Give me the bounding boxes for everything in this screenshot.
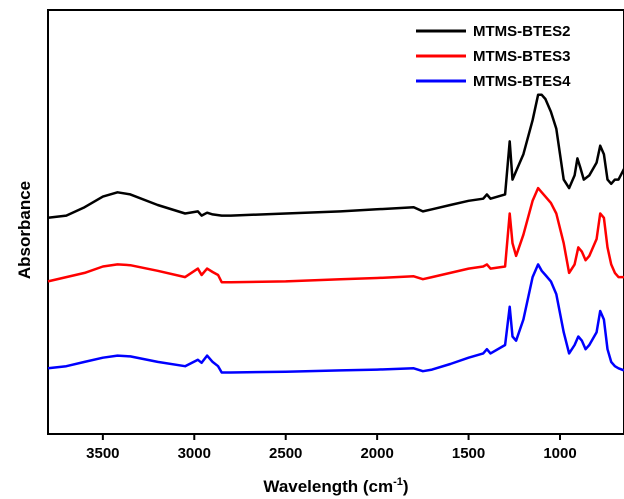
x-axis-label-main: Wavelength (cm (263, 477, 393, 496)
x-axis-label-superscript: -1 (393, 476, 403, 488)
legend-label-2: MTMS-BTES4 (473, 73, 571, 90)
x-tick-label: 2000 (360, 445, 393, 462)
series-line-1 (47, 186, 624, 284)
x-axis-label-close: ) (403, 477, 409, 496)
x-tick-label: 1500 (452, 445, 485, 462)
legend: MTMS-BTES2 MTMS-BTES3 MTMS-BTES4 (416, 23, 571, 90)
plot-frame (47, 9, 624, 435)
x-tick-label: 3500 (86, 445, 119, 462)
x-tick-label: 3000 (178, 445, 211, 462)
x-tick-label: 1000 (543, 445, 576, 462)
y-axis-label: Absorbance (15, 181, 34, 279)
series-layer (47, 93, 624, 374)
legend-label-1: MTMS-BTES3 (473, 48, 571, 65)
x-axis-ticks: 3500 3000 2500 2000 1500 1000 (86, 434, 577, 462)
series-line-0 (47, 93, 624, 220)
x-axis-label: Wavelength (cm-1) (263, 476, 408, 496)
x-tick-label: 2500 (269, 445, 302, 462)
legend-label-0: MTMS-BTES2 (473, 23, 571, 40)
series-line-2 (47, 263, 624, 374)
